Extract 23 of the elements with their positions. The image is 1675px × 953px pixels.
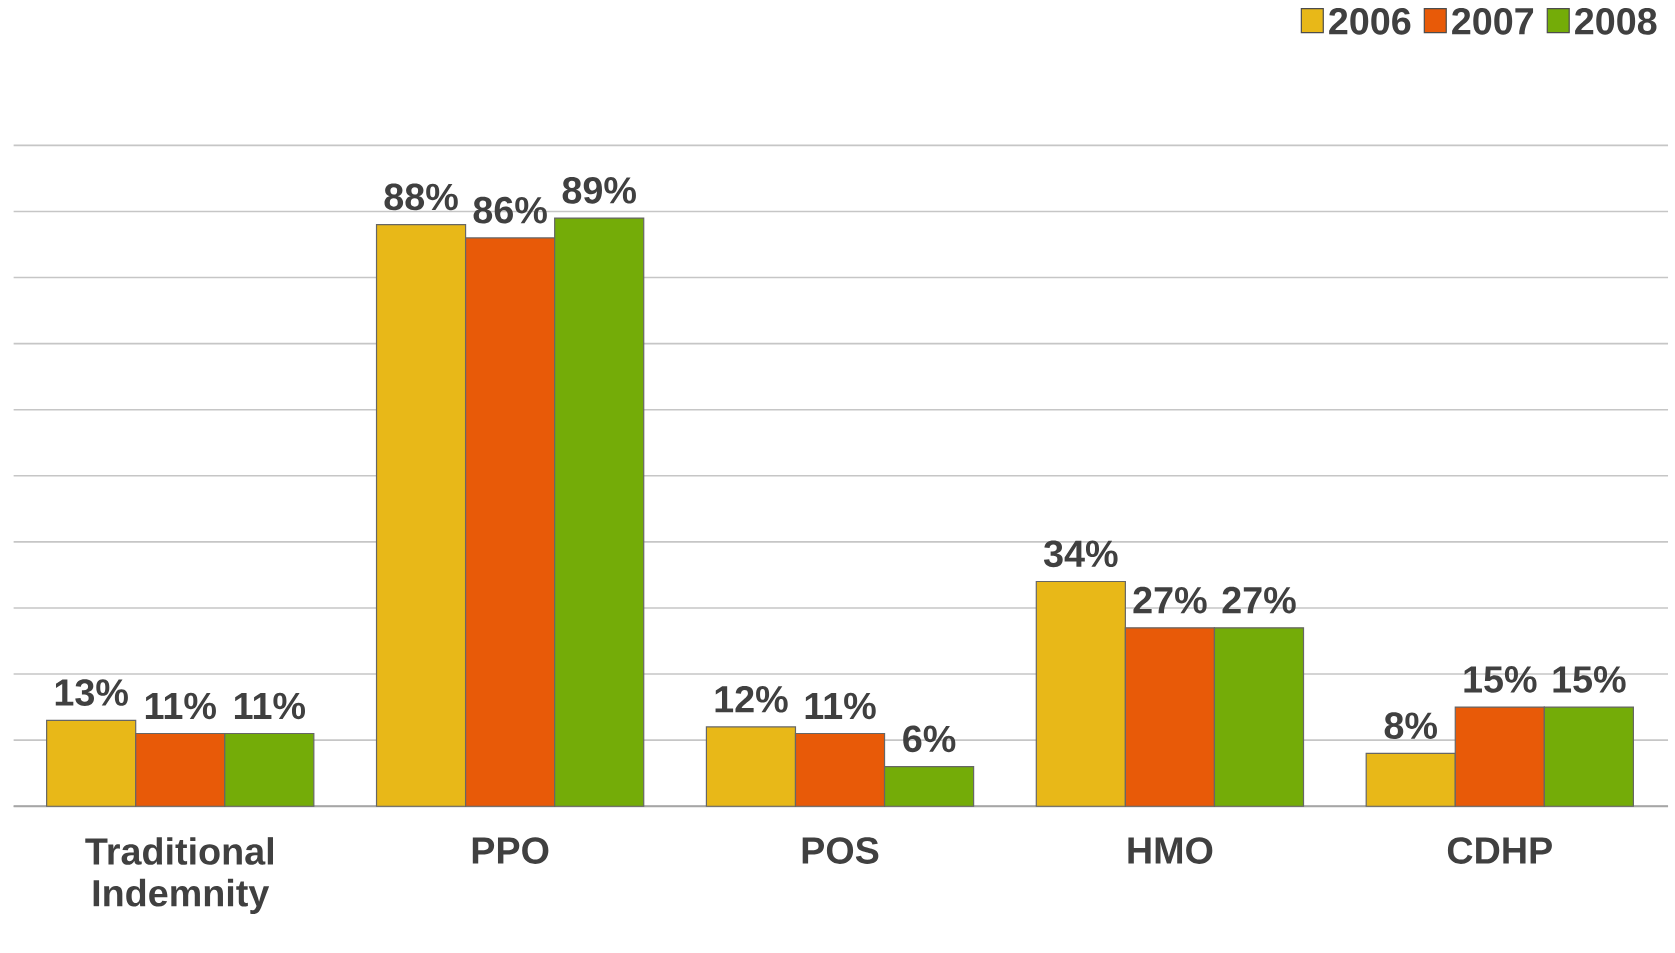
x-tick-label: HMO	[1128, 837, 1213, 864]
data-label: 15%	[1553, 666, 1626, 693]
legend-label: 2008	[1575, 7, 1657, 35]
legend-label: 2007	[1452, 7, 1534, 35]
data-label: 88%	[384, 183, 458, 211]
x-tick-label: POS	[802, 837, 879, 864]
data-label: 86%	[473, 196, 547, 224]
x-tick-label: Traditional Indemnity	[85, 837, 273, 914]
data-label: 27%	[1222, 586, 1296, 614]
legend-label: 2006	[1329, 7, 1411, 35]
data-label: 89%	[562, 176, 636, 204]
x-tick-label: PPO	[472, 837, 549, 864]
data-label: 11%	[234, 692, 306, 720]
data-label: 34%	[1043, 540, 1118, 568]
data-label: 8%	[1384, 712, 1437, 739]
data-label: 13%	[55, 679, 128, 706]
data-label: 11%	[805, 692, 876, 720]
data-label: 6%	[903, 725, 956, 753]
x-tick-label: CDHP	[1447, 837, 1552, 864]
data-label: 27%	[1133, 586, 1207, 614]
data-label: 12%	[715, 685, 788, 713]
data-label: 11%	[145, 692, 216, 720]
data-label: 15%	[1464, 666, 1537, 693]
